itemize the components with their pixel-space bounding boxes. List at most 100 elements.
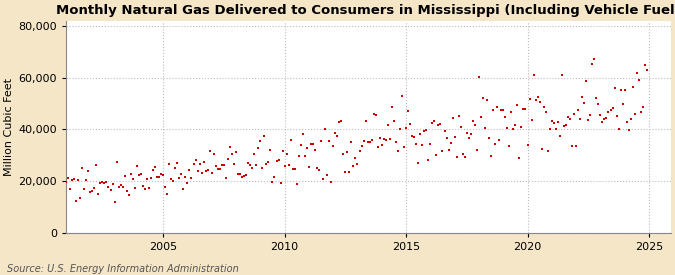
Point — [631, 70, 642, 75]
Point — [146, 176, 157, 180]
Point — [138, 184, 148, 189]
Point — [504, 144, 515, 148]
Point — [190, 158, 201, 163]
Point — [510, 122, 521, 127]
Point — [245, 163, 256, 167]
Point — [621, 120, 632, 124]
Point — [381, 138, 392, 142]
Point — [609, 86, 620, 90]
Point — [330, 131, 341, 135]
Point — [502, 126, 513, 130]
Point — [375, 136, 385, 140]
Point — [142, 177, 153, 181]
Point — [488, 108, 499, 112]
Point — [288, 166, 298, 171]
Point — [433, 123, 444, 127]
Point — [546, 119, 557, 123]
Point — [538, 105, 549, 109]
Point — [369, 112, 379, 116]
Point — [237, 174, 248, 179]
Point — [233, 172, 244, 177]
Point — [476, 114, 487, 119]
Point — [529, 73, 539, 78]
Point — [89, 186, 100, 190]
Point — [508, 127, 519, 131]
Point — [205, 148, 215, 153]
Point — [587, 62, 597, 66]
Point — [306, 142, 317, 147]
Point — [360, 119, 371, 123]
Point — [79, 187, 90, 192]
Point — [67, 177, 78, 182]
Point — [615, 88, 626, 92]
Point — [486, 153, 497, 158]
Point — [215, 167, 225, 171]
Point — [520, 107, 531, 111]
Point — [124, 193, 134, 197]
Point — [316, 139, 327, 143]
Point — [241, 172, 252, 177]
Point — [514, 156, 525, 160]
Point — [257, 166, 268, 171]
Point — [413, 161, 424, 166]
Point — [292, 182, 302, 186]
Point — [95, 181, 106, 185]
Point — [75, 195, 86, 200]
Point — [383, 123, 394, 127]
Point — [265, 148, 276, 152]
Point — [454, 114, 464, 118]
Point — [542, 148, 553, 153]
Point — [87, 189, 98, 194]
Point — [409, 135, 420, 140]
Point — [580, 78, 591, 83]
Point — [458, 151, 468, 156]
Point — [474, 74, 485, 79]
Point — [462, 131, 472, 136]
Point — [300, 153, 310, 158]
Point — [348, 163, 359, 168]
Point — [166, 177, 177, 181]
Point — [544, 127, 555, 131]
Point — [574, 117, 585, 121]
Point — [326, 179, 337, 184]
Point — [607, 105, 618, 110]
Point — [296, 143, 306, 147]
Point — [597, 120, 608, 124]
Point — [364, 140, 375, 144]
Point — [450, 135, 460, 139]
Point — [500, 114, 511, 119]
Point — [478, 96, 489, 100]
Point — [275, 181, 286, 185]
Point — [178, 186, 189, 191]
Point — [395, 127, 406, 131]
Point — [85, 190, 96, 194]
Point — [397, 94, 408, 98]
Point — [358, 139, 369, 144]
Point — [198, 160, 209, 165]
Point — [202, 168, 213, 172]
Point — [562, 115, 573, 119]
Point — [506, 110, 517, 114]
Point — [284, 163, 294, 167]
Point — [97, 180, 108, 184]
Point — [490, 141, 501, 146]
Point — [182, 181, 193, 186]
Point — [518, 106, 529, 111]
Point — [373, 144, 383, 149]
Point — [629, 112, 640, 116]
Point — [261, 162, 272, 166]
Point — [482, 98, 493, 102]
Point — [211, 164, 221, 168]
Point — [140, 186, 151, 191]
Point — [249, 152, 260, 157]
Point — [63, 175, 74, 180]
Point — [356, 144, 367, 149]
Point — [221, 176, 232, 180]
Point — [367, 138, 377, 142]
Point — [625, 116, 636, 121]
Point — [623, 128, 634, 132]
Point — [435, 122, 446, 126]
Point — [595, 113, 605, 117]
Point — [593, 102, 603, 106]
Point — [605, 108, 616, 112]
